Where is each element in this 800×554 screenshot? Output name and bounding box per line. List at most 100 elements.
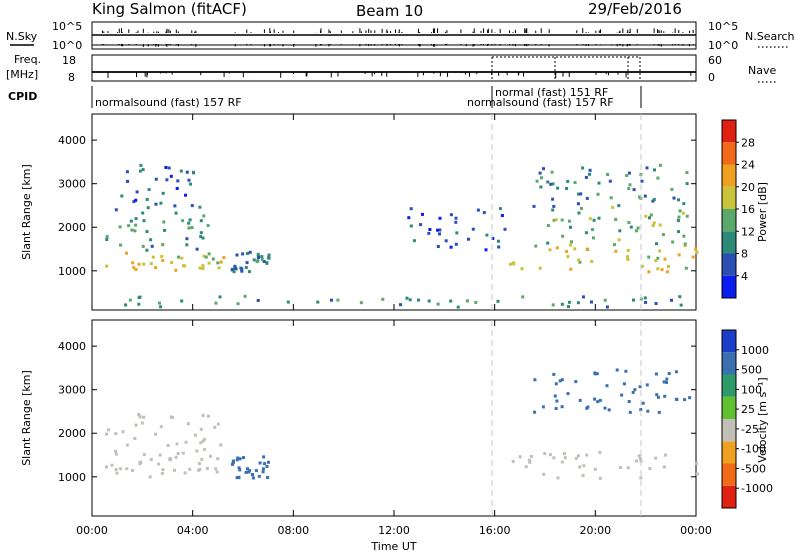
power-cell <box>159 305 163 309</box>
power-cell <box>552 218 556 222</box>
power-cell <box>670 298 673 302</box>
power-cell <box>647 270 651 274</box>
velocity-cell <box>622 382 626 386</box>
power-cell <box>161 243 165 247</box>
velocity-cell <box>656 395 660 399</box>
power-cell <box>596 192 600 196</box>
power-cell <box>454 216 458 220</box>
velocity-cell <box>174 455 178 459</box>
velocity-cell <box>563 456 567 460</box>
power-cell <box>644 300 648 304</box>
power-cell <box>656 176 660 180</box>
velocity-cell <box>265 465 269 468</box>
power-cell <box>626 248 630 252</box>
velocity-cell <box>149 458 153 461</box>
velocity-cell <box>626 466 630 470</box>
velocity-cell <box>142 415 146 419</box>
power-cell <box>538 266 542 270</box>
velocity-cell <box>639 476 643 480</box>
power-cell <box>142 262 146 266</box>
power-cell <box>134 198 138 202</box>
power-cell <box>260 258 264 261</box>
power-cell <box>436 245 440 248</box>
velocity-cell <box>236 456 240 460</box>
power-cell <box>145 230 149 234</box>
power-cell <box>560 218 564 222</box>
velocity-cell <box>595 372 599 376</box>
power-cell <box>627 221 631 224</box>
power-cell <box>656 267 660 271</box>
power-cell <box>188 218 192 222</box>
power-cell <box>498 207 502 211</box>
power-cell <box>180 299 184 303</box>
velocity-cell <box>142 453 146 456</box>
velocity-cell <box>548 453 552 457</box>
power-cell <box>454 242 458 246</box>
velocity-cell <box>533 378 537 382</box>
time-tick-label: 00:00 <box>680 524 712 537</box>
velocity-cell <box>251 476 255 480</box>
power-cell <box>199 219 203 223</box>
velocity-cell <box>199 441 203 445</box>
power-cell <box>685 171 689 175</box>
power-cell <box>177 255 181 259</box>
velocity-cell <box>628 410 632 414</box>
colorbar-tick-label: 25 <box>741 403 755 416</box>
power-cell <box>577 211 581 215</box>
velocity-cell <box>688 396 692 400</box>
power-cell <box>569 225 572 229</box>
velocity-cell <box>139 461 143 464</box>
power-cell <box>550 170 554 174</box>
power-cell <box>118 225 122 229</box>
power-cell <box>626 255 629 259</box>
power-cell <box>663 257 667 261</box>
power-cell <box>409 224 413 228</box>
velocity-cell <box>633 388 637 392</box>
power-cell <box>677 198 680 202</box>
power-cell <box>521 295 525 299</box>
power-cell <box>174 268 178 272</box>
power-cell <box>141 211 145 215</box>
power-cell <box>538 171 542 175</box>
power-cell <box>330 298 333 302</box>
velocity-cell <box>664 453 667 457</box>
power-cell <box>542 167 545 171</box>
power-cell <box>456 305 460 309</box>
power-cell <box>482 211 486 215</box>
power-cell <box>491 237 495 240</box>
power-cell <box>582 295 585 299</box>
velocity-cell <box>560 460 564 464</box>
power-cell <box>653 168 656 172</box>
velocity-cell <box>638 456 642 460</box>
power-cell <box>187 226 191 230</box>
power-cell <box>580 206 583 210</box>
cpid-segment-2: normal (fast) 151 RF <box>495 86 608 99</box>
power-cell <box>656 256 660 260</box>
power-cell <box>667 264 670 268</box>
power-cell <box>252 258 256 262</box>
velocity-cell <box>639 408 643 412</box>
velocity-cell <box>662 380 666 384</box>
power-cell <box>629 225 633 229</box>
nsearch-tick-top: 10^5 <box>708 20 738 33</box>
power-cell <box>576 202 580 206</box>
nsky-label: N.Sky <box>6 30 38 43</box>
power-cell <box>135 190 139 194</box>
power-cell <box>665 270 669 274</box>
power-cell <box>235 253 239 257</box>
nsky-tick-top: 10^5 <box>52 20 82 33</box>
power-cell <box>381 297 385 301</box>
velocity-ytick-label: 2000 <box>58 427 86 440</box>
power-cell <box>573 181 577 184</box>
velocity-cell <box>169 415 173 419</box>
power-cell <box>438 216 442 220</box>
power-cell <box>640 179 644 183</box>
velocity-cell <box>188 467 192 471</box>
power-cell <box>359 301 363 305</box>
power-cell <box>137 302 141 306</box>
velocity-cell <box>193 433 197 437</box>
velocity-cell <box>529 455 533 458</box>
velocity-cell <box>119 467 123 471</box>
power-cell <box>694 247 698 251</box>
velocity-cell <box>528 460 532 464</box>
